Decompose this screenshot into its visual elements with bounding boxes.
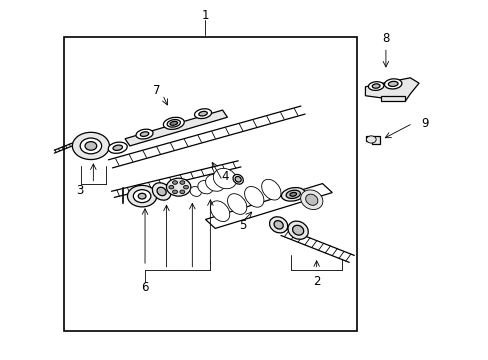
Ellipse shape <box>172 181 177 184</box>
Ellipse shape <box>281 188 305 201</box>
Ellipse shape <box>72 132 109 159</box>
Ellipse shape <box>273 221 283 229</box>
Ellipse shape <box>133 190 151 203</box>
Ellipse shape <box>163 117 184 129</box>
Text: 9: 9 <box>420 117 428 130</box>
Ellipse shape <box>384 79 401 89</box>
Ellipse shape <box>157 187 166 196</box>
Ellipse shape <box>190 186 201 197</box>
Ellipse shape <box>269 217 287 233</box>
Ellipse shape <box>152 183 170 200</box>
Ellipse shape <box>170 121 177 125</box>
Polygon shape <box>380 96 405 101</box>
Ellipse shape <box>80 138 102 154</box>
Ellipse shape <box>367 82 383 90</box>
Ellipse shape <box>227 194 246 214</box>
Text: 7: 7 <box>153 84 160 97</box>
Ellipse shape <box>371 84 379 88</box>
Text: 1: 1 <box>202 9 209 22</box>
Ellipse shape <box>233 174 243 184</box>
Ellipse shape <box>289 193 296 196</box>
Text: 3: 3 <box>76 184 83 197</box>
Ellipse shape <box>235 176 241 182</box>
Ellipse shape <box>168 185 173 189</box>
Ellipse shape <box>300 190 322 210</box>
Ellipse shape <box>85 141 97 150</box>
Ellipse shape <box>305 194 317 205</box>
Ellipse shape <box>287 221 307 239</box>
Ellipse shape <box>180 181 184 184</box>
Ellipse shape <box>136 129 153 139</box>
Ellipse shape <box>166 178 190 196</box>
Ellipse shape <box>172 190 177 194</box>
Ellipse shape <box>285 190 300 198</box>
Text: 2: 2 <box>312 275 320 288</box>
Polygon shape <box>366 136 379 144</box>
Ellipse shape <box>183 185 188 189</box>
Ellipse shape <box>140 132 148 136</box>
Text: 8: 8 <box>382 32 389 45</box>
Polygon shape <box>205 184 331 228</box>
Ellipse shape <box>199 111 207 116</box>
Ellipse shape <box>213 168 236 189</box>
Ellipse shape <box>387 81 397 86</box>
Bar <box>64 37 356 330</box>
Ellipse shape <box>138 193 146 199</box>
Text: 5: 5 <box>239 219 246 232</box>
Text: 6: 6 <box>141 281 148 294</box>
Ellipse shape <box>198 180 213 194</box>
Ellipse shape <box>205 175 224 191</box>
Ellipse shape <box>194 109 211 118</box>
Ellipse shape <box>167 120 180 127</box>
Text: 4: 4 <box>221 170 228 183</box>
Ellipse shape <box>210 201 229 221</box>
Ellipse shape <box>180 190 184 194</box>
Ellipse shape <box>244 186 264 207</box>
Ellipse shape <box>261 179 281 200</box>
Polygon shape <box>365 78 418 101</box>
Polygon shape <box>125 110 227 146</box>
Ellipse shape <box>113 145 122 150</box>
Ellipse shape <box>292 225 303 235</box>
Ellipse shape <box>366 136 375 143</box>
Ellipse shape <box>127 185 157 207</box>
Ellipse shape <box>108 142 127 153</box>
